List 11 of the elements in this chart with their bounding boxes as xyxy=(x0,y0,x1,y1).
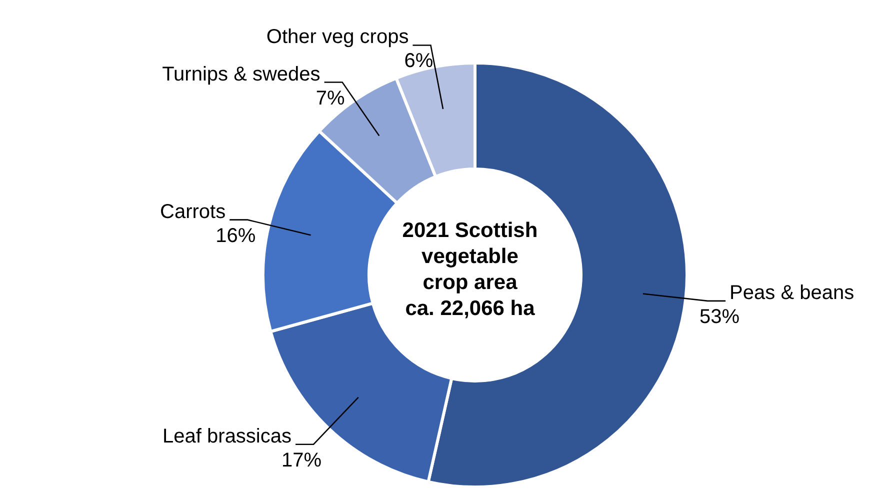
data-label: 6% xyxy=(404,50,434,72)
text: 2021 Scottish vegetable crop area ca. 22,066 ha xyxy=(402,218,538,320)
slice-label: Peas & beans xyxy=(730,282,854,304)
slice-label: Leaf brassicas xyxy=(162,425,292,448)
data-label: 17% xyxy=(282,449,322,472)
data-label: 7% xyxy=(316,87,345,110)
slice-label: Other veg crops xyxy=(266,26,409,48)
slice-label: Turnips & swedes xyxy=(162,63,320,86)
data-label: 16% xyxy=(216,224,256,247)
slice-label: Carrots xyxy=(160,200,226,223)
data-label: 53% xyxy=(700,306,740,328)
